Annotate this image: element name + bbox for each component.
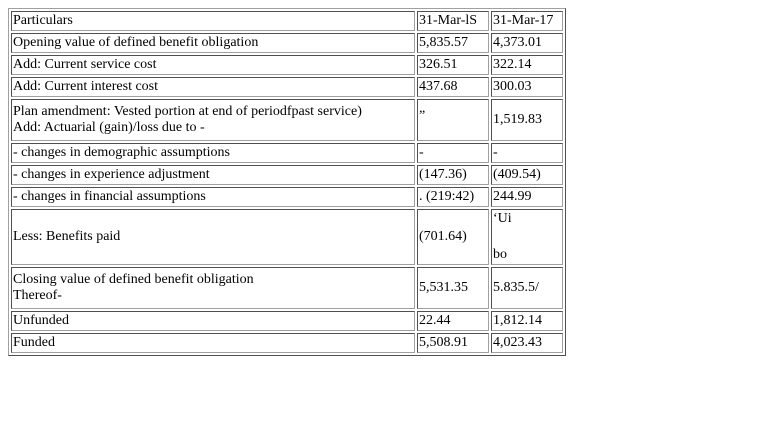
value-2017: ‘Ui bo: [491, 209, 563, 265]
value-2018: . (219:42): [417, 187, 489, 207]
value-2017: 5.835.5/: [491, 267, 563, 309]
row-label: - changes in financial assumptions: [11, 187, 415, 207]
value-2017: 300.03: [491, 77, 563, 97]
row-label: Funded: [11, 333, 415, 353]
table-header-row: Particulars 31-Mar-lS 31-Mar-17: [11, 11, 563, 31]
value-2018: (701.64): [417, 209, 489, 265]
value-2017: 4,023.43: [491, 333, 563, 353]
table-row-experience-adjustment: - changes in experience adjustment (147.…: [11, 165, 563, 185]
row-label: - changes in experience adjustment: [11, 165, 415, 185]
value-2017: -: [491, 143, 563, 163]
table-row-funded: Funded 5,508.91 4,023.43: [11, 333, 563, 353]
value-2018: „: [417, 99, 489, 141]
row-label: - changes in demographic assumptions: [11, 143, 415, 163]
value-2017-bottom: bo: [493, 247, 507, 262]
row-label-line-2: Add: Actuarial (gain)/loss due to -: [13, 120, 205, 135]
value-2017-top: ‘Ui: [493, 211, 512, 226]
table-row-plan-amendment: Plan amendment: Vested portion at end of…: [11, 99, 563, 141]
table-row-interest-cost: Add: Current interest cost 437.68 300.03: [11, 77, 563, 97]
value-2018: 437.68: [417, 77, 489, 97]
value-2018: 22.44: [417, 311, 489, 331]
row-label-multiline: Plan amendment: Vested portion at end of…: [11, 99, 415, 141]
value-2018: 5,508.91: [417, 333, 489, 353]
table-row-demographic-assumptions: - changes in demographic assumptions - -: [11, 143, 563, 163]
row-label: Add: Current service cost: [11, 55, 415, 75]
table-row-benefits-paid: Less: Benefits paid (701.64) ‘Ui bo: [11, 209, 563, 265]
table-row-closing-value: Closing value of defined benefit obligat…: [11, 267, 563, 309]
value-2018: 5,835.57: [417, 33, 489, 53]
row-label-line-2: Thereof-: [13, 288, 62, 303]
value-2017: 4,373.01: [491, 33, 563, 53]
header-particulars: Particulars: [11, 11, 415, 31]
table-row-opening-value: Opening value of defined benefit obligat…: [11, 33, 563, 53]
defined-benefit-obligation-table: Particulars 31-Mar-lS 31-Mar-17 Opening …: [8, 8, 566, 356]
table-row-service-cost: Add: Current service cost 326.51 322.14: [11, 55, 563, 75]
value-2017: (409.54): [491, 165, 563, 185]
row-label: Less: Benefits paid: [11, 209, 415, 265]
value-2017: 322.14: [491, 55, 563, 75]
table-row-unfunded: Unfunded 22.44 1,812.14: [11, 311, 563, 331]
value-2018: 5,531.35: [417, 267, 489, 309]
row-label: Unfunded: [11, 311, 415, 331]
row-label: Add: Current interest cost: [11, 77, 415, 97]
value-2018: (147.36): [417, 165, 489, 185]
value-2018: -: [417, 143, 489, 163]
value-2017: 1,519.83: [491, 99, 563, 141]
header-31-mar-17: 31-Mar-17: [491, 11, 563, 31]
value-2017: 1,812.14: [491, 311, 563, 331]
row-label-line-1: Closing value of defined benefit obligat…: [13, 272, 254, 287]
row-label-multiline: Closing value of defined benefit obligat…: [11, 267, 415, 309]
table-row-financial-assumptions: - changes in financial assumptions . (21…: [11, 187, 563, 207]
value-2018: 326.51: [417, 55, 489, 75]
header-31-mar-18: 31-Mar-lS: [417, 11, 489, 31]
value-2017: 244.99: [491, 187, 563, 207]
row-label-line-1: Plan amendment: Vested portion at end of…: [13, 104, 362, 119]
row-label: Opening value of defined benefit obligat…: [11, 33, 415, 53]
